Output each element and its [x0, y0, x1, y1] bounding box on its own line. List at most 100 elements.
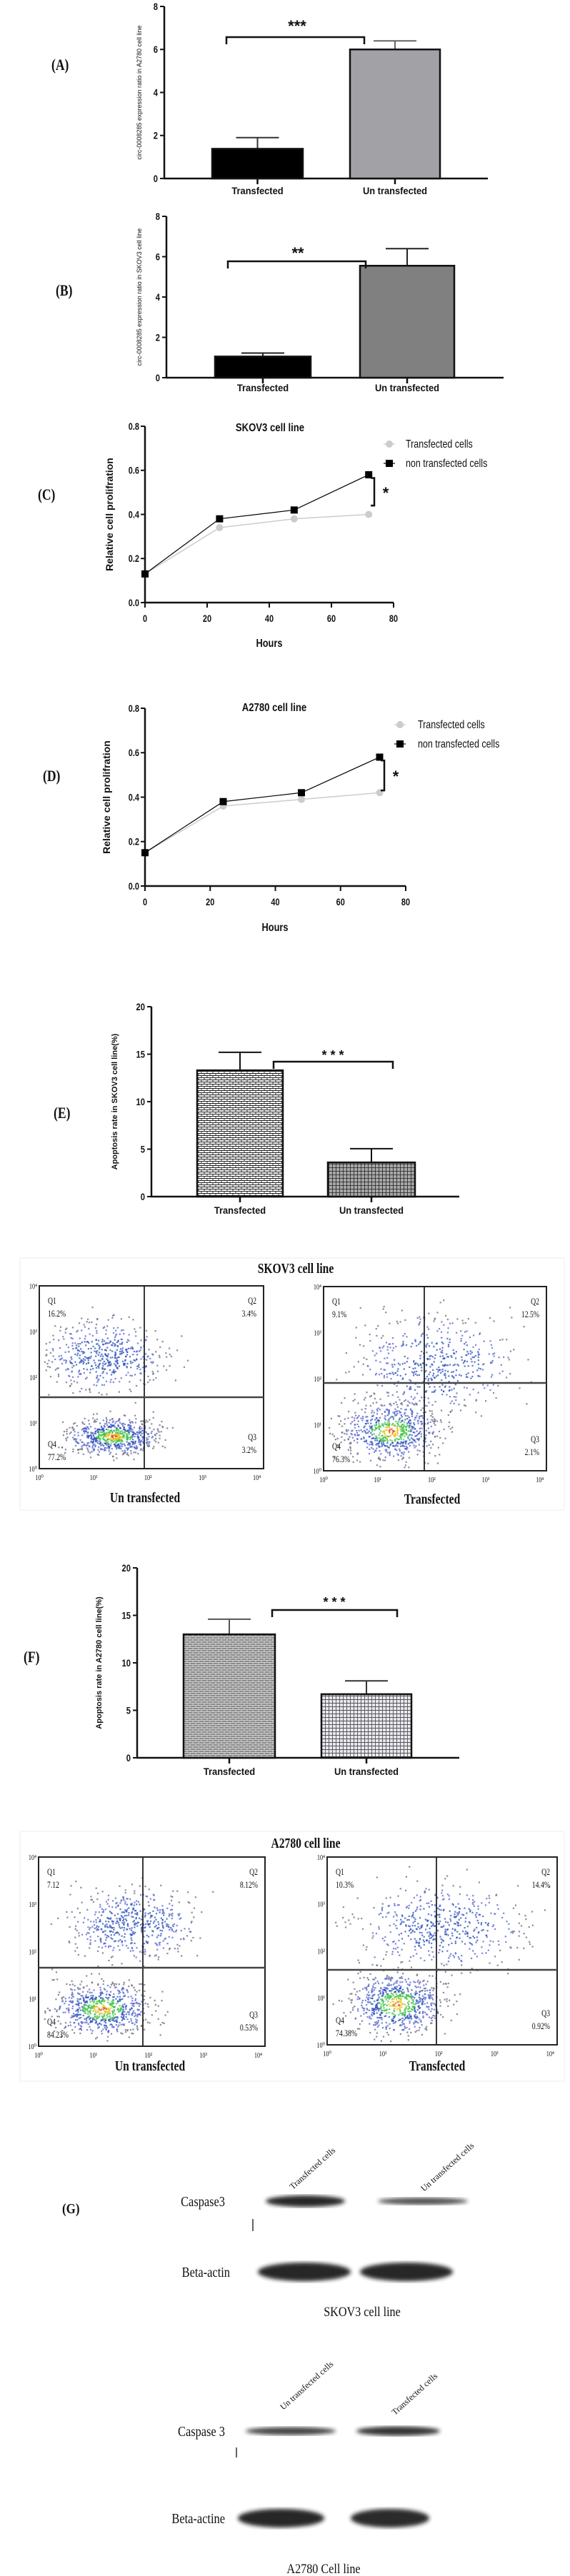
event-dot: [453, 1377, 455, 1379]
event-dot: [385, 1450, 387, 1453]
event-dot: [373, 1392, 375, 1394]
event-dot: [430, 1425, 432, 1428]
event-dot: [430, 1936, 433, 1939]
event-dot: [383, 1377, 386, 1379]
event-dot: [376, 2012, 378, 2014]
event-dot: [174, 1948, 176, 1950]
event-dot: [103, 1384, 105, 1386]
event-dot: [187, 1901, 189, 1903]
event-dot: [392, 1347, 395, 1349]
x-tick-label: 10⁴: [253, 1474, 261, 1482]
event-dot: [449, 1910, 451, 1912]
event-dot: [404, 2004, 406, 2006]
event-dot: [159, 1424, 161, 1427]
event-dot: [414, 1946, 416, 1948]
event-dot: [351, 1416, 354, 1419]
event-dot: [411, 1924, 414, 1927]
event-dot: [483, 1340, 485, 1342]
event-dot: [440, 1351, 442, 1353]
event-dot: [431, 2019, 433, 2022]
legend-marker: [396, 740, 404, 748]
event-dot: [434, 1932, 436, 1934]
event-dot: [398, 1939, 400, 1942]
event-dot: [112, 1437, 114, 1439]
event-dot: [127, 1372, 129, 1374]
event-dot: [105, 2028, 107, 2031]
event-dot: [131, 1431, 134, 1433]
event-dot: [58, 1339, 60, 1342]
event-dot: [166, 1427, 169, 1429]
event-dot: [116, 1349, 118, 1351]
event-dot: [109, 1426, 111, 1429]
event-dot: [95, 1439, 97, 1442]
event-dot: [166, 1907, 169, 1910]
event-dot: [134, 1374, 136, 1376]
event-dot: [421, 2011, 424, 2013]
event-dot: [129, 1347, 131, 1349]
event-dot: [493, 1355, 495, 1357]
event-dot: [174, 1379, 176, 1382]
event-dot: [82, 1921, 84, 1923]
event-dot: [118, 1439, 120, 1441]
event-dot: [423, 1979, 425, 1981]
event-dot: [376, 2026, 379, 2028]
event-dot: [104, 2010, 106, 2012]
event-dot: [99, 2001, 101, 2003]
event-dot: [148, 1924, 150, 1926]
event-dot: [121, 1437, 124, 1439]
event-dot: [397, 1996, 399, 1998]
event-dot: [87, 1348, 90, 1350]
event-dot: [119, 1350, 121, 1353]
event-dot: [372, 1985, 374, 1987]
event-dot: [413, 1439, 415, 1442]
event-dot: [115, 1329, 117, 1332]
event-dot: [179, 1945, 181, 1947]
event-dot: [134, 1432, 136, 1435]
event-dot: [463, 1404, 466, 1407]
event-dot: [134, 1942, 136, 1945]
event-dot: [416, 1386, 419, 1388]
event-dot: [99, 1374, 101, 1377]
event-dot: [98, 1946, 100, 1948]
event-dot: [98, 2026, 100, 2028]
event-dot: [144, 1422, 146, 1424]
event-dot: [508, 1928, 510, 1930]
event-dot: [374, 1424, 376, 1427]
event-dot: [431, 1416, 434, 1418]
event-dot: [456, 1921, 459, 1923]
event-dot: [492, 1353, 494, 1355]
event-dot: [331, 1433, 334, 1436]
event-dot: [76, 2003, 79, 2006]
event-dot: [89, 2011, 91, 2013]
event-dot: [385, 1342, 388, 1344]
event-dot: [132, 1442, 134, 1444]
event-dot: [351, 2009, 354, 2011]
event-dot: [121, 2018, 124, 2020]
event-dot: [436, 1330, 439, 1332]
event-dot: [140, 2011, 142, 2013]
event-dot: [84, 2012, 86, 2015]
data-point: [219, 798, 227, 805]
event-dot: [389, 2005, 391, 2007]
event-dot: [136, 2027, 139, 2029]
event-dot: [387, 1394, 389, 1397]
event-dot: [398, 1991, 400, 1993]
event-dot: [431, 1356, 434, 1358]
event-dot: [91, 1437, 93, 1439]
event-dot: [169, 1365, 171, 1367]
event-dot: [100, 1928, 102, 1931]
event-dot: [376, 2002, 379, 2004]
event-dot: [469, 1394, 471, 1396]
event-dot: [472, 1388, 474, 1391]
event-dot: [368, 2001, 370, 2003]
event-dot: [66, 1911, 68, 1913]
event-dot: [90, 1435, 93, 1437]
event-dot: [131, 1911, 134, 1913]
event-dot: [105, 1939, 107, 1941]
event-dot: [101, 1353, 103, 1356]
event-dot: [131, 1903, 133, 1905]
event-dot: [75, 2003, 77, 2006]
event-dot: [114, 1986, 116, 1988]
event-dot: [472, 1371, 474, 1373]
